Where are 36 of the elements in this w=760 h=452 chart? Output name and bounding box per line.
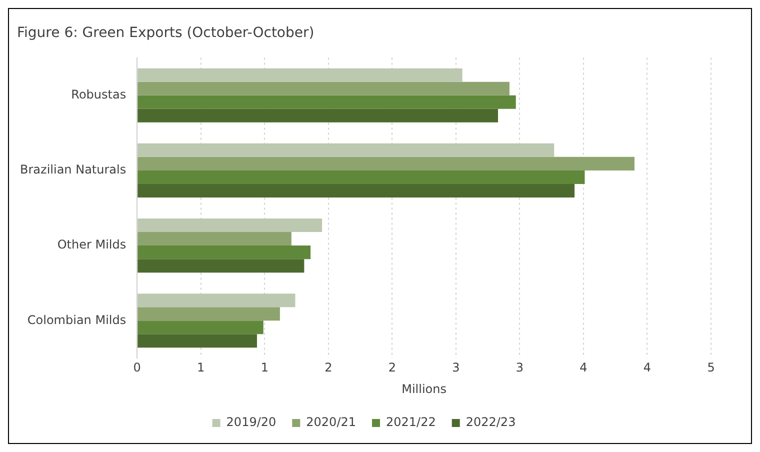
- x-tick-label: 0: [133, 360, 141, 375]
- bar: [138, 95, 516, 109]
- x-tick-label: 4: [580, 360, 588, 375]
- bar: [138, 294, 296, 308]
- bar: [138, 170, 585, 184]
- bar: [138, 246, 311, 260]
- bar: [138, 82, 510, 96]
- x-tick-label: 2: [324, 360, 332, 375]
- bar: [138, 232, 292, 246]
- chart-title: Figure 6: Green Exports (October-October): [17, 25, 314, 42]
- legend-label: 2019/20: [226, 415, 276, 430]
- legend-label: 2020/21: [306, 415, 356, 430]
- y-tick-label: Brazilian Naturals: [20, 162, 126, 177]
- bar: [138, 307, 280, 321]
- legend-label: 2022/23: [466, 415, 516, 430]
- bar: [138, 320, 264, 334]
- bar: [138, 334, 257, 348]
- x-tick-label: 5: [707, 360, 715, 375]
- bar: [138, 218, 322, 232]
- x-tick-label: 4: [643, 360, 652, 375]
- bar: [138, 143, 554, 157]
- x-tick-label: 2: [388, 360, 396, 375]
- x-tick-label: 1: [197, 360, 205, 375]
- bar: [138, 259, 304, 273]
- legend-label: 2021/22: [386, 415, 436, 430]
- x-tick-label: 1: [260, 360, 268, 375]
- bar: [138, 108, 498, 122]
- y-tick-label: Other Milds: [57, 238, 126, 252]
- bar: [138, 156, 634, 170]
- y-tick-label: Robustas: [71, 87, 126, 102]
- bar: [138, 68, 462, 82]
- x-tick-label: 3: [452, 360, 460, 375]
- bar: [138, 184, 575, 198]
- x-tick-label: 3: [516, 360, 524, 375]
- x-axis-title: Millions: [402, 382, 446, 396]
- y-tick-label: Colombian Milds: [27, 312, 126, 327]
